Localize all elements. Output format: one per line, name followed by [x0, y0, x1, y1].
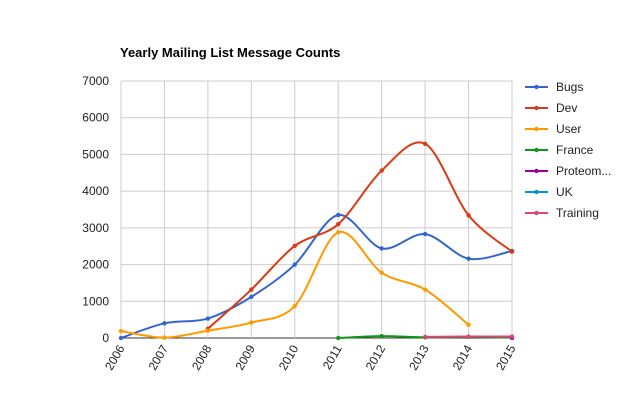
- data-point: [466, 334, 471, 339]
- legend-item-user[interactable]: User: [525, 122, 581, 136]
- data-point: [249, 294, 254, 300]
- legend-label: Training: [556, 206, 599, 220]
- x-tick-label: 2012: [363, 342, 389, 372]
- data-point: [466, 322, 471, 327]
- grid: [120, 80, 513, 339]
- legend-marker: [534, 147, 539, 153]
- y-tick-label: 7000: [82, 74, 109, 88]
- data-point: [336, 335, 341, 341]
- data-point: [205, 316, 211, 321]
- y-tick-label: 2000: [82, 258, 109, 272]
- data-point: [336, 212, 341, 218]
- data-point: [422, 231, 428, 237]
- legend-marker: [534, 126, 539, 132]
- data-point: [336, 230, 341, 235]
- y-tick-label: 4000: [82, 184, 109, 198]
- data-point: [379, 168, 384, 173]
- legend-marker: [534, 210, 539, 216]
- x-tick-label: 2009: [232, 342, 258, 372]
- legend-label: User: [556, 122, 581, 136]
- data-point: [336, 221, 341, 227]
- data-point: [422, 287, 428, 292]
- data-point: [379, 333, 384, 339]
- series-training: [422, 334, 515, 340]
- data-point: [466, 213, 471, 218]
- data-point: [162, 321, 167, 326]
- data-point: [509, 249, 515, 254]
- legend-label: Bugs: [556, 80, 583, 94]
- data-point: [379, 246, 384, 251]
- x-tick-label: 2008: [189, 342, 215, 372]
- data-point: [466, 256, 471, 261]
- legend-label: Proteom...: [556, 164, 611, 178]
- legend-label: UK: [556, 185, 573, 199]
- chart-title: Yearly Mailing List Message Counts: [120, 45, 340, 60]
- data-point: [249, 320, 254, 325]
- x-tick-label: 2007: [146, 342, 172, 372]
- series-bugs: [118, 212, 515, 341]
- data-point: [249, 287, 254, 292]
- x-tick-label: 2014: [450, 342, 476, 372]
- legend-marker: [534, 105, 539, 111]
- series-user: [118, 230, 471, 340]
- legend-item-proteom[interactable]: Proteom...: [525, 164, 611, 178]
- data-point: [422, 334, 428, 340]
- legend-marker: [534, 168, 539, 174]
- data-point: [422, 141, 428, 146]
- data-point: [292, 262, 297, 267]
- y-axis: 0 1000 2000 3000 4000 5000 6000 7000: [82, 74, 109, 345]
- data-point: [292, 303, 297, 309]
- data-point: [379, 270, 384, 275]
- data-point: [162, 335, 167, 340]
- legend-item-training[interactable]: Training: [525, 206, 599, 220]
- data-point: [205, 328, 211, 333]
- x-tick-label: 2013: [406, 342, 432, 372]
- y-tick-label: 5000: [82, 147, 109, 161]
- y-tick-label: 1000: [82, 294, 109, 308]
- series-line: [120, 230, 470, 339]
- x-tick-label: 2015: [493, 342, 519, 372]
- legend-item-france[interactable]: France: [525, 143, 594, 157]
- data-point: [118, 328, 124, 334]
- legend-item-bugs[interactable]: Bugs: [525, 80, 583, 94]
- legend-marker: [534, 189, 539, 195]
- legend-label: Dev: [556, 101, 577, 115]
- data-point: [509, 334, 515, 339]
- y-tick-label: 6000: [82, 111, 109, 125]
- data-point: [118, 335, 124, 341]
- series-line: [207, 141, 513, 330]
- legend-item-uk[interactable]: UK: [525, 185, 573, 199]
- series-dev: [205, 141, 515, 332]
- y-tick-label: 0: [102, 331, 109, 345]
- series-line: [120, 214, 513, 339]
- x-tick-label: 2010: [276, 342, 302, 372]
- x-tick-label: 2011: [320, 342, 345, 372]
- series-group: [118, 141, 515, 341]
- x-tick-label: 2006: [102, 342, 128, 372]
- legend-marker: [534, 84, 539, 90]
- legend-item-dev[interactable]: Dev: [525, 101, 577, 115]
- legend-label: France: [556, 143, 594, 157]
- legend[interactable]: Bugs Dev User France Proteom... UK Training: [525, 80, 611, 220]
- data-point: [292, 243, 297, 249]
- x-axis: 2006 2007 2008 2009 2010 2011 2012 2013 2014 2015: [102, 342, 519, 372]
- y-tick-label: 3000: [82, 221, 109, 235]
